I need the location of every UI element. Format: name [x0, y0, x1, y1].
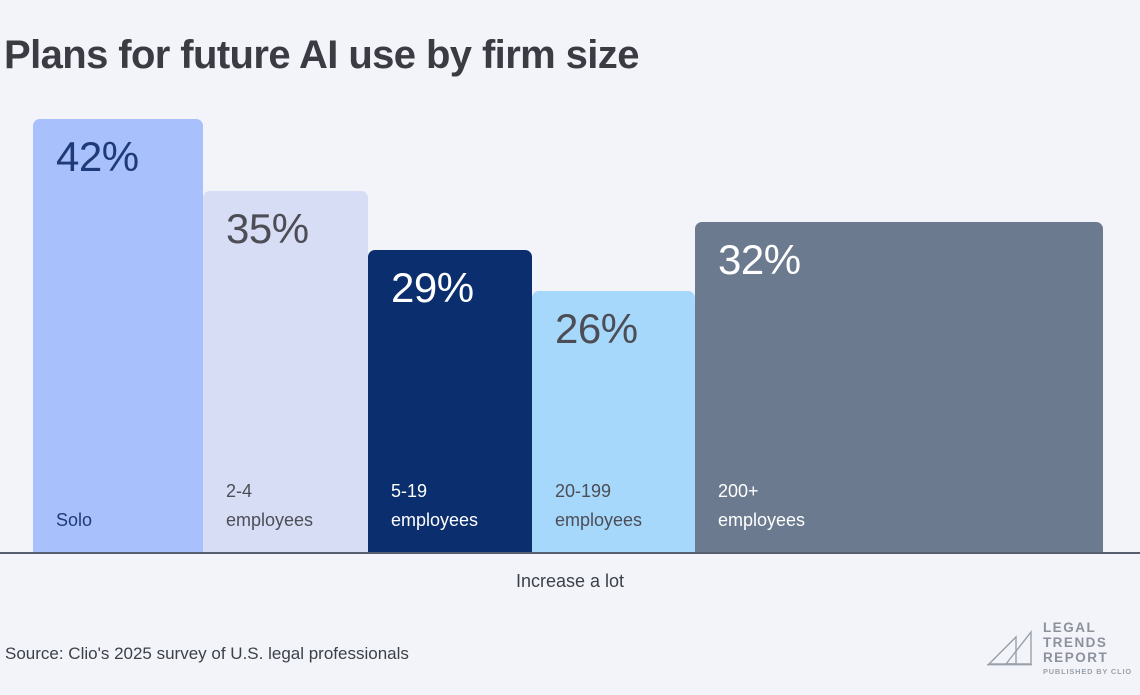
logo-line-report: REPORT: [1042, 650, 1109, 666]
chart-title: Plans for future AI use by firm size: [4, 33, 639, 77]
ascending-chart-triangles-icon: [986, 630, 1032, 666]
logo-tagline: PUBLISHED BY CLIO: [1042, 667, 1132, 677]
bar-value-label: 26%: [555, 305, 638, 352]
bar-category-label: 5-19 employees: [391, 480, 479, 530]
bar-value-label: 42%: [56, 133, 139, 180]
bar-solo: 42% Solo: [33, 119, 203, 552]
bar-20-199-employees: 26% 20-199 employees: [532, 291, 695, 552]
logo-wordmark: LEGAL TRENDS REPORT PUBLISHED BY CLIO: [1043, 620, 1132, 677]
bar-category-label: Solo: [56, 509, 93, 530]
bar-value-label: 35%: [226, 205, 309, 252]
axis-baseline: [0, 552, 1140, 554]
bar-category-label: 20-199 employees: [555, 480, 643, 530]
bar-5-19-employees: 29% 5-19 employees: [368, 250, 532, 552]
bar-200-plus-employees: 32% 200+ employees: [695, 222, 1103, 552]
bar-value-label: 32%: [718, 236, 801, 283]
source-note: Source: Clio's 2025 survey of U.S. legal…: [5, 644, 409, 663]
chart-plot-area: 42% Solo 35% 2-4 employees 29% 5-19 empl…: [0, 110, 1140, 555]
logo-line-trends: TRENDS: [1042, 635, 1108, 651]
bar-2-4-employees: 35% 2-4 employees: [203, 191, 368, 552]
bar-value-label: 29%: [391, 264, 474, 311]
legal-trends-report-logo: LEGAL TRENDS REPORT PUBLISHED BY CLIO: [986, 620, 1132, 677]
bar-category-label: 2-4 employees: [226, 480, 314, 530]
logo-line-legal: LEGAL: [1042, 620, 1097, 635]
axis-category-label: Increase a lot: [515, 571, 625, 591]
bar-category-label: 200+ employees: [718, 480, 806, 530]
